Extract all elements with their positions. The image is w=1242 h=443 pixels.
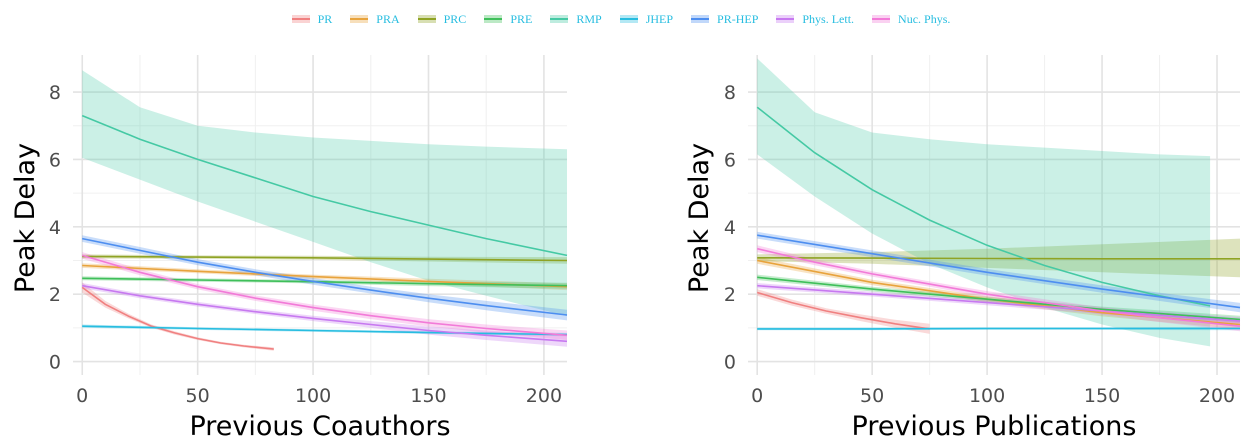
y-tick-label: 8 — [49, 82, 61, 104]
y-tick-label: 4 — [724, 217, 736, 239]
legend-swatch — [691, 15, 710, 23]
legend-swatch — [484, 15, 503, 23]
chart-legend: PR PRA PRC PRE RMP JHEP PR-HEP Phys. Lett. Nuc. … — [0, 9, 1242, 29]
legend-swatch — [291, 15, 310, 23]
legend-swatch — [619, 15, 638, 23]
legend-label: Phys. Lett. — [802, 11, 855, 26]
series-line-pr — [756, 291, 930, 330]
legend-swatch — [550, 15, 569, 23]
legend-label: JHEP — [645, 11, 674, 26]
confidence-band-phys-lett- — [82, 283, 567, 347]
legend-swatch — [417, 15, 436, 23]
x-tick-label: 150 — [410, 385, 446, 407]
series-line-pr — [81, 286, 274, 350]
legend-swatch — [776, 15, 795, 23]
legend-item: Nuc. Phys. — [872, 12, 950, 27]
series-line-rmp — [81, 114, 568, 257]
legend-item: PRE — [484, 12, 532, 27]
series-line-nuc-phys- — [757, 247, 1241, 327]
legend-label: PRA — [376, 11, 400, 26]
series-line-phys-lett- — [757, 284, 1241, 322]
y-axis-title: Peak Delay — [10, 143, 41, 293]
y-tick-label: 6 — [49, 149, 61, 171]
series-line-prc — [82, 255, 568, 262]
series-line-prc — [757, 256, 1240, 260]
x-tick-label: 50 — [860, 385, 884, 407]
legend-label: PRE — [510, 11, 533, 26]
series-line-phys-lett- — [82, 284, 568, 343]
legend-item: PR — [291, 11, 333, 27]
x-tick-label: 200 — [1199, 385, 1235, 407]
y-tick-label: 2 — [49, 284, 61, 306]
legend-label: RMP — [576, 11, 602, 26]
legend-item: PR-HEP — [691, 12, 758, 27]
y-axis-title: Peak Delay — [684, 143, 715, 293]
x-axis-title: Previous Coauthors — [189, 411, 450, 442]
x-tick-label: 50 — [186, 385, 210, 407]
legend-label: Nuc. Phys. — [898, 11, 951, 26]
legend-label: PR-HEP — [717, 11, 759, 26]
series-line-pr-hep — [82, 237, 568, 316]
y-tick-label: 8 — [724, 82, 736, 104]
x-tick-label: 100 — [295, 385, 331, 407]
x-tick-label: 150 — [1084, 385, 1120, 407]
confidence-band-rmp — [82, 70, 567, 317]
gridlines — [748, 55, 1240, 375]
legend-item: JHEP — [619, 11, 674, 27]
y-tick-label: 0 — [49, 352, 61, 374]
series-line-jhep — [82, 325, 568, 336]
series-lines — [81, 114, 568, 350]
legend-label: PR — [317, 11, 333, 26]
series-lines — [756, 106, 1241, 330]
x-tick-label: 0 — [76, 385, 88, 407]
series-line-nuc-phys- — [81, 254, 568, 337]
confidence-band-nuc-phys- — [757, 245, 1240, 332]
right-panel-publications: 0 2 4 6 8 0 50 100 150 200 Previous Publications Pe… — [684, 55, 1241, 442]
series-line-pra — [82, 264, 568, 288]
y-tick-label: 6 — [724, 149, 736, 171]
legend-item: Phys. Lett. — [776, 12, 854, 27]
y-tick-label: 0 — [724, 352, 736, 374]
series-line-pre — [757, 276, 1241, 321]
confidence-band-rmp — [757, 58, 1211, 347]
x-tick-label: 100 — [969, 385, 1005, 407]
x-axis-title: Previous Publications — [852, 411, 1137, 442]
confidence-band-pr-hep — [82, 235, 567, 321]
legend-item: PRA — [350, 11, 400, 27]
left-panel-coauthors: 0 2 4 6 8 0 50 100 150 200 Previous Coauthors Peak … — [10, 55, 568, 442]
legend-item: RMP — [550, 11, 602, 27]
x-tick-label: 0 — [751, 385, 763, 407]
legend-item: PRC — [417, 11, 467, 27]
x-tick-label: 200 — [526, 385, 562, 407]
series-line-pr-hep — [757, 234, 1241, 309]
series-line-rmp — [756, 106, 1211, 307]
legend-swatch — [872, 15, 891, 23]
y-tick-label: 4 — [49, 217, 61, 239]
legend-label: PRC — [443, 11, 467, 26]
legend-swatch — [350, 15, 369, 23]
y-tick-label: 2 — [724, 284, 736, 306]
